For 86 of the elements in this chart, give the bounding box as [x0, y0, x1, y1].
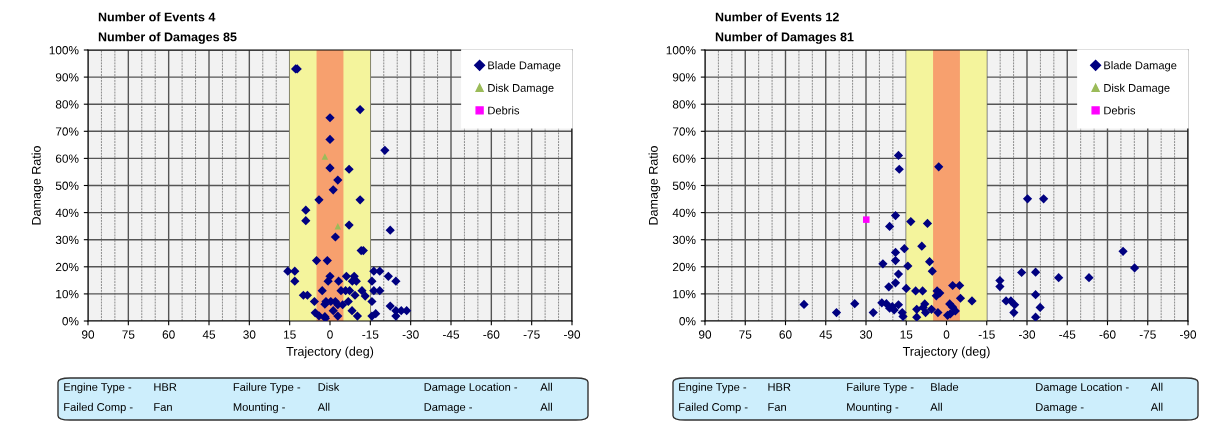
y-tick-label: 70%: [55, 127, 79, 136]
text: All: [930, 402, 942, 411]
x-tick-label: 60: [779, 330, 792, 339]
x-tick-label: 45: [819, 330, 832, 339]
text: HBR: [154, 383, 177, 391]
x-tick-label: 75: [122, 330, 135, 339]
x-tick-label: -60: [1099, 330, 1116, 339]
text: Blade: [931, 382, 959, 391]
text: Mounting -: [847, 402, 899, 414]
legend-label: Blade Damage: [488, 61, 561, 72]
text: All: [540, 402, 552, 411]
x-tick-label: 15: [900, 330, 913, 339]
y-tick-label: 70%: [672, 127, 696, 136]
x-tick-label: 15: [284, 330, 296, 339]
y-tick-label: 10%: [673, 289, 696, 299]
y-tick-label: 80%: [55, 100, 79, 109]
x-tick-label: -45: [442, 330, 460, 339]
legend-label: Disk Damage: [488, 83, 554, 95]
legend-label: Disk Damage: [1104, 83, 1170, 95]
y-tick-label: 40%: [672, 208, 696, 217]
legend-label: Blade Damage: [1104, 61, 1177, 72]
legend-label: Debris: [1104, 106, 1136, 115]
y-tick-label: 10%: [56, 289, 79, 299]
y-tick-label: 100%: [49, 46, 79, 55]
text: Engine Type -: [679, 382, 747, 394]
y-tick-label: 60%: [672, 154, 696, 163]
y-tick-label: 100%: [666, 46, 696, 55]
x-axis-title: Trajectory (deg): [286, 346, 374, 359]
text: Disk: [318, 382, 340, 391]
y-tick-label: 0%: [679, 317, 696, 326]
y-tick-label: 20%: [672, 262, 696, 272]
x-tick-label: 45: [202, 330, 216, 339]
x-tick-label: -30: [402, 330, 419, 339]
x-tick-label: 75: [739, 330, 752, 339]
x-tick-label: -90: [563, 330, 581, 339]
x-tick-label: -75: [523, 330, 540, 339]
chart-title: Number of Events 12: [715, 12, 839, 22]
x-tick-label: 0: [327, 330, 333, 339]
text: Damage -: [1036, 403, 1084, 414]
text: Damage Location -: [424, 382, 518, 394]
y-tick-label: 60%: [55, 154, 79, 163]
x-tick-label: 30: [243, 330, 256, 339]
chart-title: Number of Events 4: [98, 12, 216, 22]
y-tick-label: 40%: [55, 208, 79, 217]
x-tick-label: 90: [81, 330, 95, 339]
text: Fan: [768, 403, 786, 411]
x-tick-label: -15: [362, 330, 379, 339]
text: All: [1150, 402, 1163, 411]
x-tick-label: -15: [978, 330, 995, 339]
x-axis-title: Trajectory (deg): [902, 346, 990, 359]
x-tick-label: -60: [483, 330, 500, 339]
y-tick-label: 90%: [55, 73, 79, 82]
y-tick-label: 50%: [672, 181, 696, 190]
text: All: [317, 402, 330, 411]
text: Damage Location -: [1036, 382, 1129, 394]
text: Fan: [154, 403, 172, 411]
text: Mounting -: [233, 402, 285, 414]
text: Failed Comp -: [679, 402, 748, 414]
text: HBR: [768, 383, 791, 391]
x-tick-label: 60: [162, 330, 175, 339]
y-tick-label: 0%: [62, 317, 79, 326]
x-tick-label: -30: [1018, 330, 1036, 339]
x-tick-label: 0: [943, 330, 950, 339]
y-tick-label: 90%: [672, 73, 696, 82]
legend-label: Debris: [488, 106, 520, 115]
chart-subtitle: Number of Damages 85: [98, 32, 237, 44]
x-tick-label: -45: [1059, 330, 1076, 339]
text: All: [540, 382, 552, 391]
y-tick-label: 30%: [672, 235, 696, 245]
y-tick-label: 30%: [55, 235, 79, 245]
y-tick-label: 20%: [55, 262, 79, 272]
x-tick-label: 90: [698, 330, 712, 339]
text: Failure Type -: [233, 382, 301, 394]
text: Failed Comp -: [64, 402, 133, 414]
text: All: [1150, 382, 1163, 391]
x-tick-label: -90: [1179, 330, 1197, 339]
x-tick-label: 30: [859, 330, 873, 339]
y-axis-title: Damage Ratio: [31, 146, 44, 225]
text: Damage -: [424, 403, 472, 414]
chart-subtitle: Number of Damages 81: [715, 32, 854, 44]
y-tick-label: 50%: [55, 181, 79, 190]
y-axis-title: Damage Ratio: [648, 146, 661, 225]
text: Engine Type -: [64, 382, 132, 394]
text: Failure Type -: [847, 382, 914, 394]
x-tick-label: -75: [1139, 330, 1156, 339]
y-tick-label: 80%: [672, 100, 696, 109]
